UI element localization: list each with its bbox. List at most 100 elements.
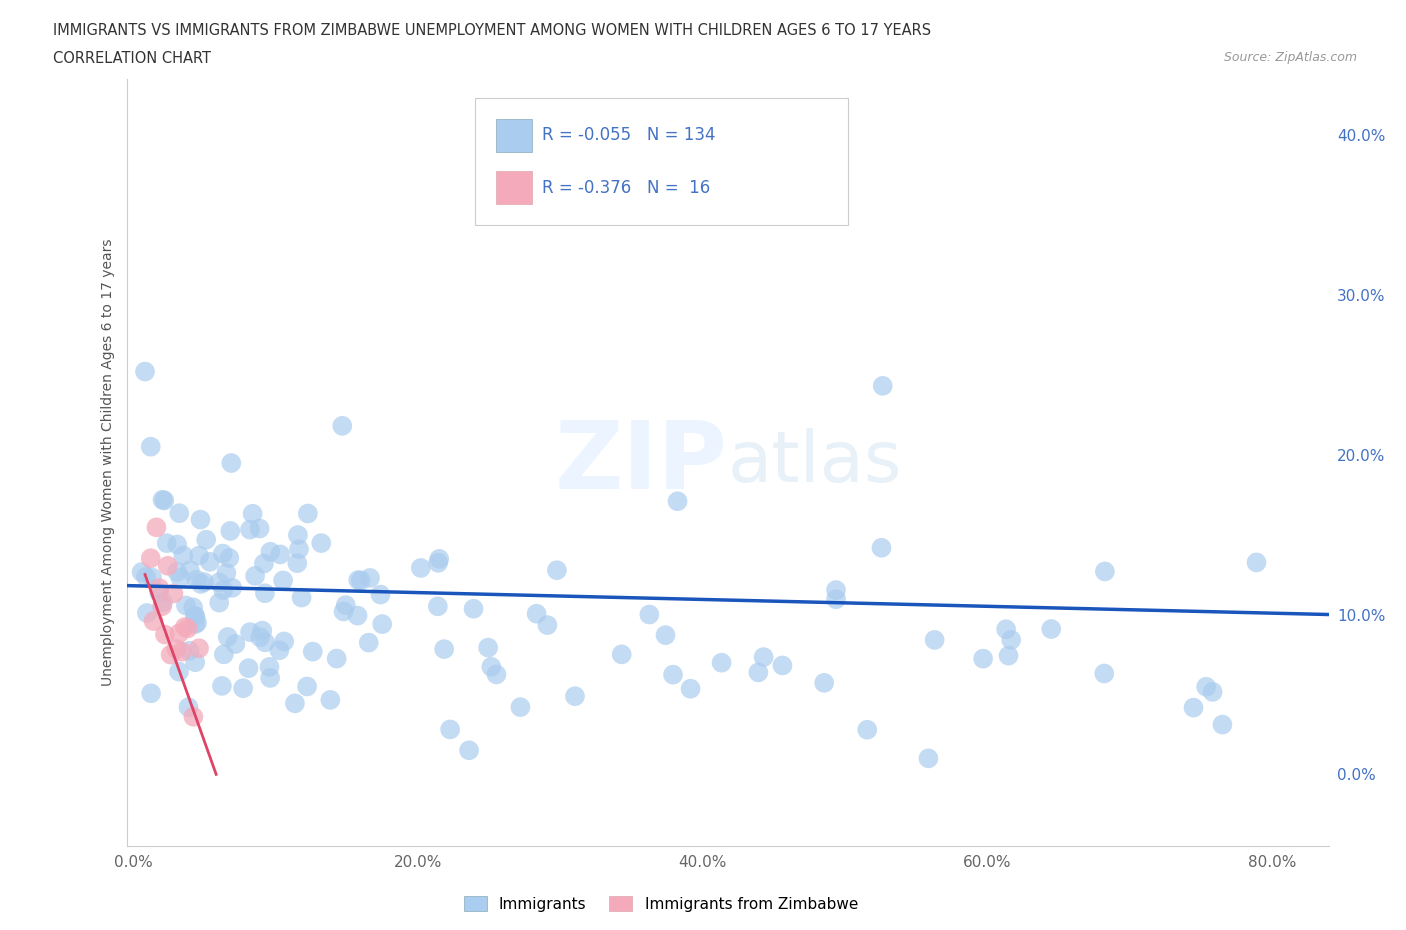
Point [666, 494, 689, 509]
Point [297, 506, 319, 521]
Point [159, 647, 181, 662]
Point [215, 565, 238, 580]
Point [198, 554, 221, 569]
Point [330, 418, 353, 433]
Point [135, 605, 157, 620]
Point [479, 659, 502, 674]
Point [1246, 555, 1268, 570]
Point [252, 623, 274, 638]
Point [219, 524, 242, 538]
Point [148, 585, 170, 600]
Point [997, 648, 1019, 663]
Point [239, 625, 262, 640]
Point [409, 561, 432, 576]
Point [184, 609, 207, 624]
Point [195, 532, 218, 547]
Text: ZIP: ZIP [555, 417, 728, 509]
Point [526, 606, 548, 621]
Point [285, 556, 308, 571]
Point [153, 627, 176, 642]
Point [183, 710, 205, 724]
Point [654, 628, 676, 643]
Point [184, 608, 207, 623]
Point [169, 506, 191, 521]
Point [139, 551, 162, 565]
Point [218, 551, 240, 565]
Point [747, 665, 769, 680]
Point [134, 365, 156, 379]
Point [638, 607, 661, 622]
Point [290, 591, 312, 605]
Bar [495, 171, 531, 205]
Point [167, 664, 190, 679]
Point [371, 617, 394, 631]
Point [269, 643, 291, 658]
Point [153, 493, 176, 508]
Point [917, 751, 939, 765]
Point [145, 520, 167, 535]
Point [254, 635, 277, 650]
Point [131, 565, 153, 579]
Point [162, 586, 184, 601]
Point [221, 580, 243, 595]
Point [813, 675, 835, 690]
Point [184, 655, 207, 670]
Point [924, 632, 946, 647]
Point [188, 548, 211, 563]
Point [325, 651, 347, 666]
Point [177, 621, 200, 636]
Point [177, 699, 200, 714]
Point [249, 630, 271, 644]
Point [186, 572, 208, 587]
Point [190, 512, 212, 527]
Point [243, 568, 266, 583]
Point [1201, 684, 1223, 699]
Point [426, 599, 449, 614]
Point [188, 641, 211, 656]
Text: IMMIGRANTS VS IMMIGRANTS FROM ZIMBABWE UNEMPLOYMENT AMONG WOMEN WITH CHILDREN AG: IMMIGRANTS VS IMMIGRANTS FROM ZIMBABWE U… [53, 23, 932, 38]
Point [825, 582, 848, 597]
Point [870, 540, 893, 555]
Point [301, 644, 323, 659]
Point [271, 573, 294, 588]
Point [259, 659, 281, 674]
Point [427, 555, 450, 570]
Point [679, 682, 702, 697]
Text: Source: ZipAtlas.com: Source: ZipAtlas.com [1223, 51, 1357, 64]
Point [1092, 666, 1115, 681]
Point [193, 575, 215, 590]
Point [463, 602, 485, 617]
Point [427, 551, 450, 566]
Legend: Immigrants, Immigrants from Zimbabwe: Immigrants, Immigrants from Zimbabwe [457, 889, 865, 918]
Bar [495, 119, 531, 152]
Point [173, 619, 195, 634]
Point [536, 618, 558, 632]
Point [485, 667, 508, 682]
Text: R = -0.376   N =  16: R = -0.376 N = 16 [543, 179, 710, 196]
Point [141, 570, 163, 585]
Point [166, 537, 188, 551]
Point [208, 575, 231, 590]
Point [357, 635, 380, 650]
Point [825, 591, 848, 606]
Y-axis label: Unemployment Among Women with Children Ages 6 to 17 years: Unemployment Among Women with Children A… [101, 239, 115, 686]
Point [224, 637, 246, 652]
Point [152, 595, 174, 610]
Point [253, 586, 276, 601]
Point [433, 642, 456, 657]
Point [135, 569, 157, 584]
Point [139, 439, 162, 454]
Point [284, 696, 307, 711]
Point [509, 699, 531, 714]
Point [242, 506, 264, 521]
Point [184, 617, 207, 631]
Point [1094, 564, 1116, 578]
Point [295, 679, 318, 694]
Point [655, 167, 678, 182]
Point [186, 615, 208, 630]
Point [662, 667, 685, 682]
Point [169, 570, 191, 585]
Point [273, 634, 295, 649]
Point [610, 647, 633, 662]
Point [458, 743, 481, 758]
